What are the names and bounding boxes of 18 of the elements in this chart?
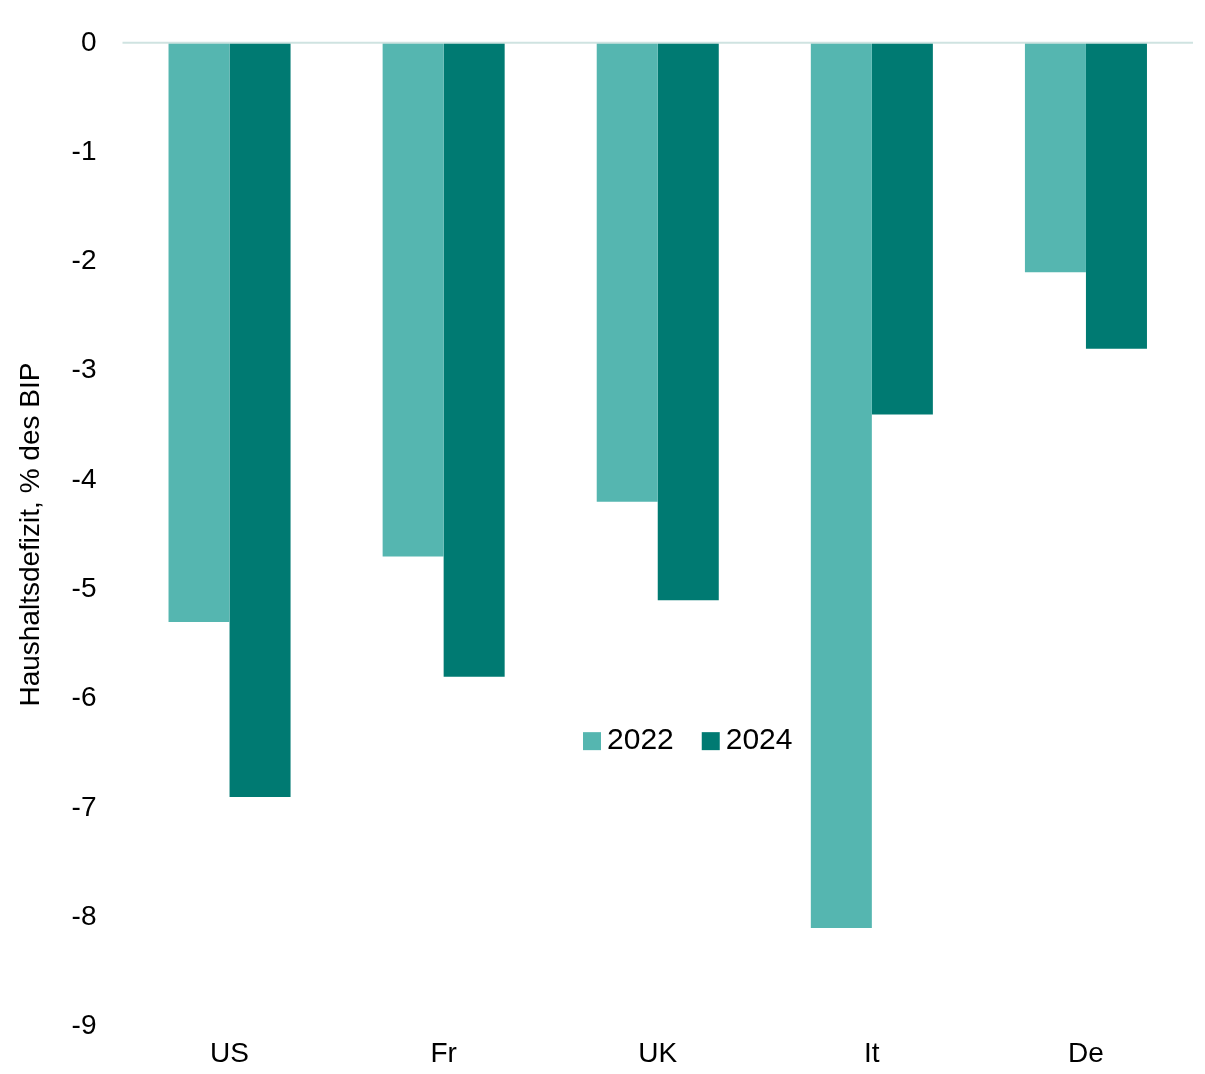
y-tick-label: -5 <box>71 571 97 603</box>
y-tick-label: -3 <box>71 353 97 385</box>
legend-label: 2022 <box>607 722 674 756</box>
y-tick-label: -7 <box>71 790 97 822</box>
x-tick-label: De <box>1068 1036 1104 1068</box>
x-tick-label: US <box>210 1036 249 1068</box>
y-tick-label: 0 <box>80 25 97 57</box>
legend-label: 2024 <box>725 722 793 756</box>
y-tick-label: -1 <box>71 134 97 166</box>
y-axis-title: Haushaltsdefizit, % des BIP <box>13 362 45 707</box>
x-tick-label: Fr <box>430 1036 457 1068</box>
y-tick-label: -2 <box>71 244 97 276</box>
y-tick-label: -4 <box>71 462 97 494</box>
y-tick-label: -9 <box>71 1009 97 1041</box>
y-tick-label: -8 <box>71 899 97 931</box>
x-tick-label: It <box>864 1036 880 1068</box>
x-tick-label: UK <box>638 1036 678 1068</box>
y-tick-label: -6 <box>71 681 97 713</box>
